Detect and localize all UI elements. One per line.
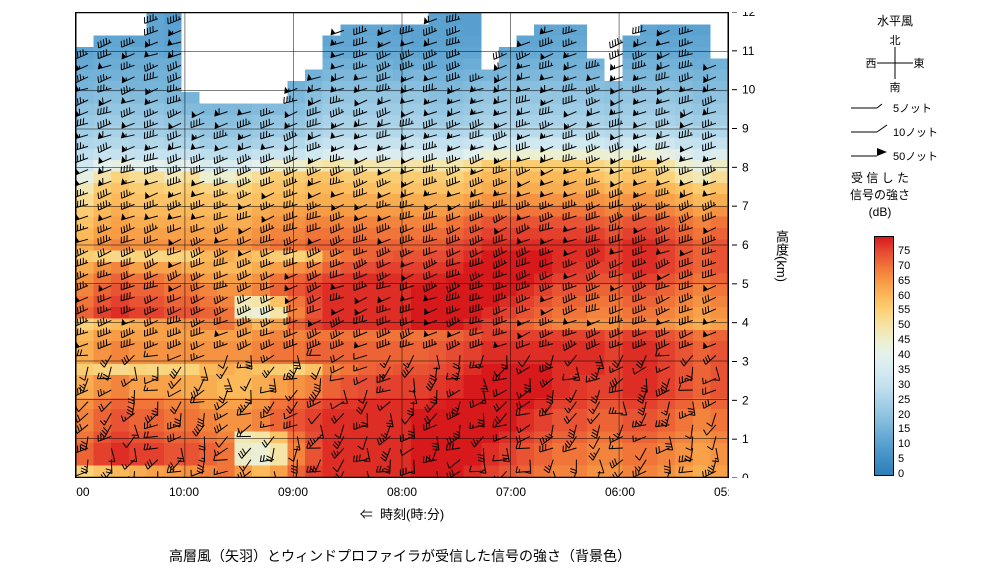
svg-text:南: 南 xyxy=(890,81,901,93)
wind-legend-title: 水平風 xyxy=(810,12,980,29)
svg-text:10: 10 xyxy=(742,83,756,97)
svg-text:6: 6 xyxy=(742,238,749,252)
y-axis: 0123456789101112 xyxy=(732,12,772,478)
compass-icon: 北 南 西 東 xyxy=(855,33,935,93)
svg-text:4: 4 xyxy=(742,316,749,330)
colorbar-title: 受 信 し た 信号の強さ (dB) xyxy=(800,170,960,220)
colorbar xyxy=(874,236,894,476)
svg-text:09:00: 09:00 xyxy=(278,485,308,499)
svg-text:07:00: 07:00 xyxy=(496,485,526,499)
svg-text:西: 西 xyxy=(866,58,877,70)
svg-text:08:00: 08:00 xyxy=(387,485,417,499)
svg-text:12: 12 xyxy=(742,12,756,19)
svg-text:10:00: 10:00 xyxy=(169,485,199,499)
barb-scale-key: 5ノット 10ノット 50ノット xyxy=(835,96,955,170)
plot-area xyxy=(75,12,729,478)
svg-text:9: 9 xyxy=(742,122,749,136)
svg-text:5ノット: 5ノット xyxy=(893,103,932,115)
wind-legend: 水平風 北 南 西 東 5ノット 10ノット 50ノット xyxy=(810,12,980,173)
chart-figure: 11:0010:0009:0008:0007:0006:0005:00 0123… xyxy=(0,0,985,585)
svg-text:東: 東 xyxy=(914,57,925,70)
svg-text:06:00: 06:00 xyxy=(605,485,635,499)
svg-text:8: 8 xyxy=(742,160,749,174)
time-arrow-icon: ⇐ xyxy=(360,507,373,522)
svg-text:1: 1 xyxy=(742,432,749,446)
colorbar-title-line: (dB) xyxy=(800,204,960,221)
svg-text:3: 3 xyxy=(742,355,749,369)
figure-caption: 高層風（矢羽）とウィンドプロファイラが受信した信号の強さ（背景色） xyxy=(0,546,800,566)
x-axis-label-row: ⇐ 時刻(時:分) xyxy=(75,504,729,523)
svg-text:2: 2 xyxy=(742,393,749,407)
colorbar-title-line: 信号の強さ xyxy=(800,187,960,204)
svg-text:50ノット: 50ノット xyxy=(893,151,938,163)
svg-text:0: 0 xyxy=(742,471,749,478)
x-axis-label: 時刻(時:分) xyxy=(380,507,444,522)
svg-text:北: 北 xyxy=(890,34,901,47)
colorbar-ticks: 051015202530354045505560657075 xyxy=(898,236,938,474)
svg-text:11: 11 xyxy=(742,44,755,58)
colorbar-title-line: 受 信 し た xyxy=(800,170,960,187)
x-axis: 11:00 10:00 09:00 08:00 07:00 06:00 05:00 xyxy=(75,482,729,502)
svg-text:5: 5 xyxy=(742,277,749,291)
grid-overlay xyxy=(76,13,728,477)
svg-text:10ノット: 10ノット xyxy=(893,127,938,139)
y-axis-label: 高度(km) xyxy=(772,230,791,282)
svg-text:11:00: 11:00 xyxy=(75,485,90,499)
svg-text:05:00: 05:00 xyxy=(714,485,729,499)
svg-text:7: 7 xyxy=(742,199,749,213)
